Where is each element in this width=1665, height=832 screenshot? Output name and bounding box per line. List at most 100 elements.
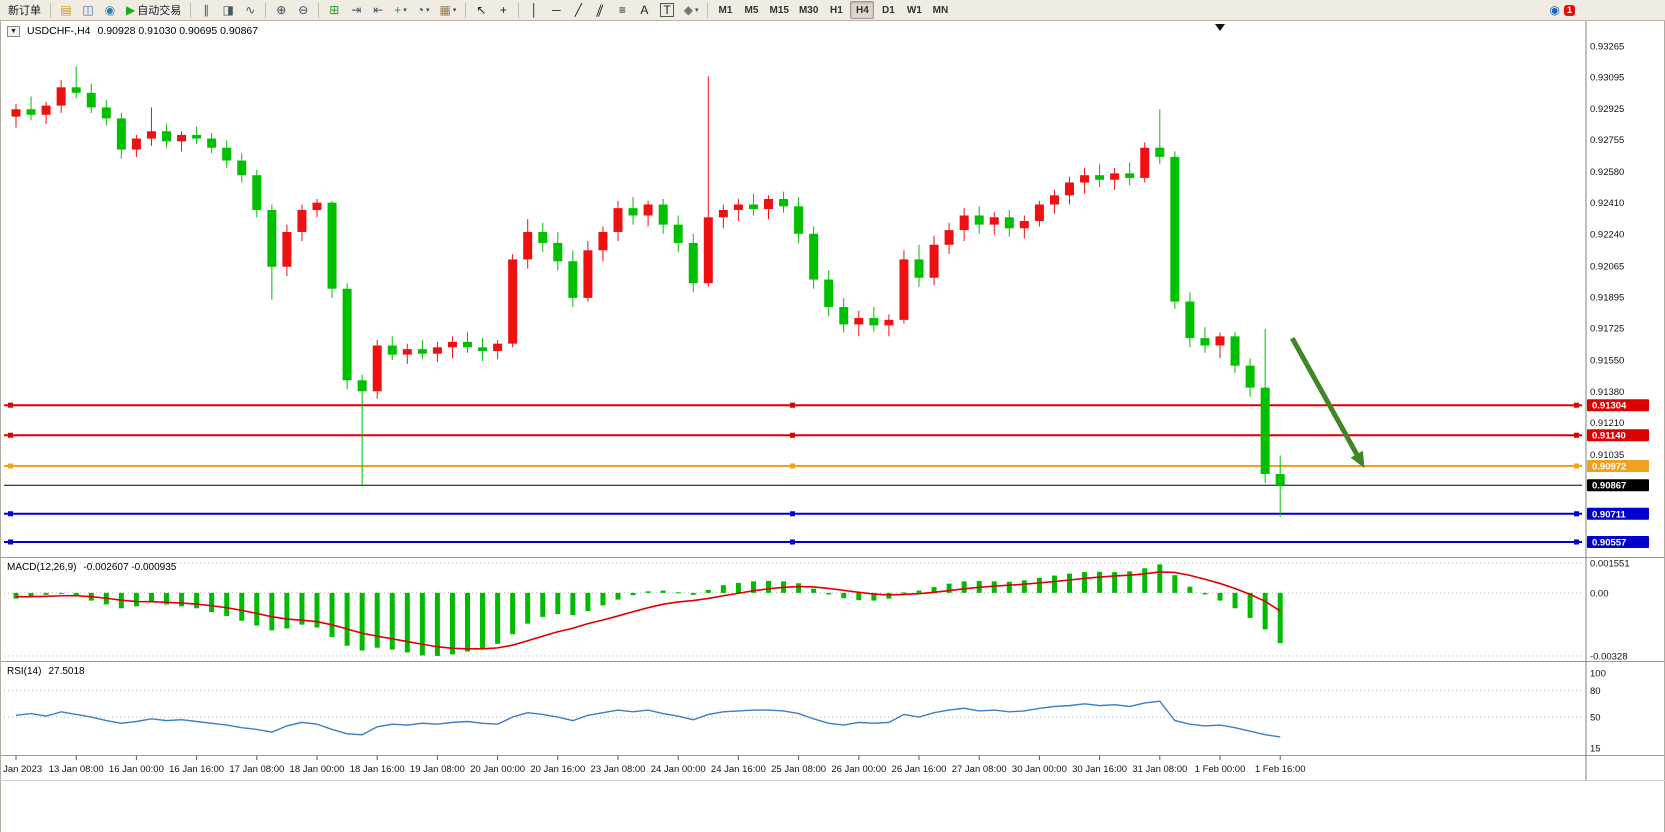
price-tick-label: 0.91380 (1590, 387, 1624, 398)
timeframe-mn[interactable]: MN (928, 1, 952, 19)
line-handle[interactable] (790, 511, 795, 517)
auto-trading-button-label: 自动交易 (137, 5, 182, 17)
arrow-shaft[interactable] (1290, 336, 1359, 456)
price-tick-label: 0.92240 (1590, 229, 1624, 240)
candle-body (1110, 173, 1120, 180)
templates-button[interactable]: ▦ ▾ (436, 1, 461, 19)
timeframe-m15[interactable]: M15 (765, 1, 792, 19)
candle-body (342, 288, 352, 381)
chart-frame (0, 21, 1665, 832)
time-tick-label: 13 Jan 08:00 (49, 764, 104, 775)
horizontal-line-button[interactable]: ─ (546, 1, 566, 19)
time-tick-label: 27 Jan 08:00 (952, 764, 1007, 775)
crosshair-button[interactable]: + (493, 1, 513, 19)
candle-body (1140, 147, 1150, 178)
toolbar-separator (318, 2, 320, 18)
price-label-box (1587, 429, 1649, 442)
timeframe-h4[interactable]: H4 (850, 1, 875, 19)
timeframe-m1[interactable]: M1 (713, 1, 737, 19)
rsi-line (15, 700, 1281, 738)
candle-body (312, 202, 322, 210)
line-handle[interactable] (790, 402, 795, 408)
tile-windows-button[interactable]: ⊞ (324, 1, 344, 19)
cursor-button[interactable]: ↖ (471, 1, 491, 19)
macd-bar (991, 581, 997, 593)
line-handle[interactable] (8, 539, 13, 545)
macd-bar (735, 582, 741, 593)
text-label-button[interactable]: T (656, 1, 677, 19)
shift-marker[interactable] (1215, 24, 1225, 31)
line-handle[interactable] (1574, 539, 1579, 545)
line-handle[interactable] (8, 432, 13, 438)
candle-body (41, 105, 51, 115)
line-handle[interactable] (1574, 511, 1579, 517)
timeframe-m5[interactable]: M5 (739, 1, 763, 19)
candle-body (568, 261, 578, 298)
hlines-layer[interactable] (4, 402, 1582, 545)
price-label-box (1587, 507, 1649, 520)
macd-bar (284, 592, 290, 629)
add-indicators-button[interactable]: + ▾ (390, 1, 411, 19)
chart-shift-button[interactable]: ⇤ (368, 1, 388, 19)
timeframe-w1[interactable]: W1 (902, 1, 926, 19)
auto-trading-button[interactable]: ▶ 自动交易 (122, 1, 185, 19)
macd-bar (645, 591, 651, 593)
candle-body (1275, 474, 1285, 486)
candle-body (703, 217, 713, 284)
navigator-button[interactable]: ◉ (100, 1, 120, 19)
macd-bar (73, 592, 79, 596)
trendline-button[interactable]: ╱ (568, 1, 588, 19)
shapes-button[interactable]: ◆ ▾ (680, 1, 703, 19)
price-axis[interactable]: 0.93265 0.93095 0.92925 0.92755 0.92580 0.924… (1587, 42, 1649, 755)
candle-body (252, 175, 262, 210)
macd-bar (1051, 575, 1057, 593)
line-handle[interactable] (8, 463, 13, 469)
trend-arrow[interactable] (1290, 336, 1365, 469)
vertical-line-button[interactable]: │ (524, 1, 544, 19)
time-tick-label: 30 Jan 16:00 (1072, 764, 1127, 775)
macd-bar (720, 585, 726, 593)
auto-scroll-button[interactable]: ⇥ (346, 1, 366, 19)
line-handle[interactable] (790, 539, 795, 545)
candle-body (116, 118, 126, 150)
line-handle[interactable] (8, 402, 13, 408)
line-handle[interactable] (8, 511, 13, 517)
zoom-in-button[interactable]: ⊕ (271, 1, 291, 19)
periods-button[interactable]: ◔ ▾ (413, 1, 434, 19)
zoom-out-button[interactable]: ⊖ (293, 1, 313, 19)
candle-body (1034, 204, 1044, 221)
macd-bar (1262, 592, 1268, 630)
candle-body (372, 345, 382, 392)
text-button[interactable]: A (634, 1, 654, 19)
channel-button[interactable]: ∥ (590, 1, 610, 19)
time-axis[interactable]: 12 Jan 2023 13 Jan 08:00 16 Jan 00:00 16 Ja… (0, 756, 1306, 775)
timeframe-m30[interactable]: M30 (795, 1, 822, 19)
fibonacci-button[interactable]: ≡ (612, 1, 632, 19)
line-handle[interactable] (790, 432, 795, 438)
timeframe-w1-label: W1 (906, 4, 922, 16)
line-handle[interactable] (1574, 432, 1579, 438)
bar-chart-button[interactable]: ∥ (196, 1, 216, 19)
line-handle[interactable] (1574, 463, 1579, 469)
price-tick-label: 0.92410 (1590, 198, 1624, 209)
line-chart-button[interactable]: ∿ (240, 1, 260, 19)
macd-bar (1217, 592, 1223, 601)
line-handle[interactable] (790, 463, 795, 469)
price-tick-label: 0.91550 (1590, 356, 1624, 367)
window-menu-icon[interactable]: ▼ (7, 25, 20, 37)
candle-body (357, 380, 367, 392)
timeframe-d1[interactable]: D1 (876, 1, 900, 19)
macd-bar (13, 592, 19, 599)
candle-body (583, 250, 593, 298)
timeframe-h1[interactable]: H1 (824, 1, 848, 19)
market-watch-button[interactable]: ▤ (56, 1, 76, 19)
line-handle[interactable] (1574, 402, 1579, 408)
new-order-button[interactable]: 新订单 (4, 1, 45, 19)
chart-shift-marker[interactable] (1215, 24, 1225, 31)
community-chat-button[interactable]: ◉ 1 (1546, 1, 1580, 19)
macd-bar (525, 592, 531, 624)
candlestick-button[interactable]: ◨ (218, 1, 238, 19)
data-window-button[interactable]: ◫ (78, 1, 98, 19)
macd-bar (164, 592, 169, 605)
